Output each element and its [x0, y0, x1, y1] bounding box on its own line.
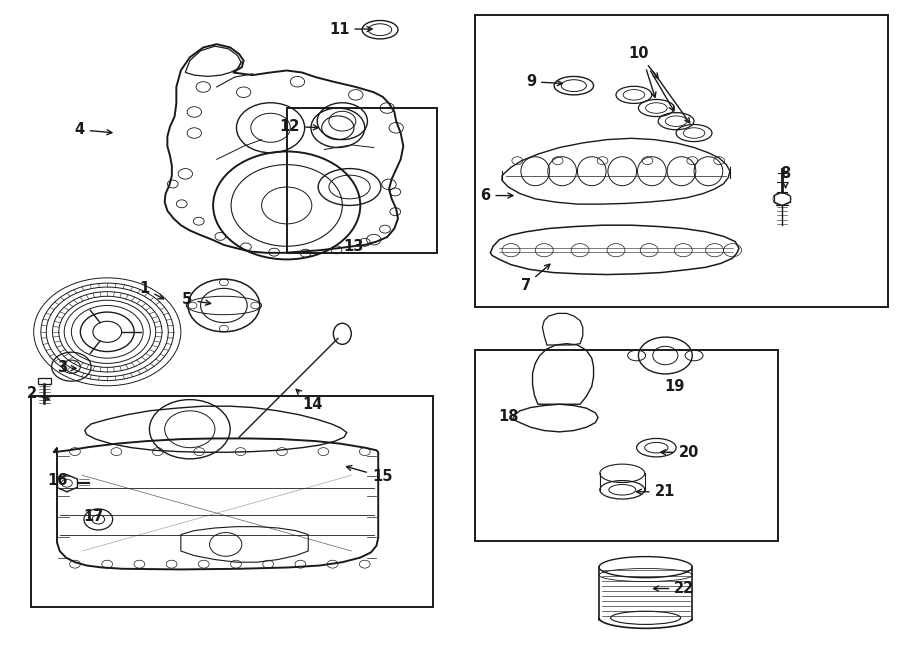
Text: 6: 6	[481, 188, 513, 203]
Bar	[475, 15, 887, 307]
Text: 8: 8	[780, 166, 791, 188]
Text: 15: 15	[346, 465, 392, 484]
Text: 9: 9	[526, 74, 562, 89]
Text: 14: 14	[296, 389, 322, 412]
Text: 7: 7	[520, 264, 550, 293]
Bar	[287, 108, 436, 253]
Text: 11: 11	[329, 22, 372, 36]
Text: 4: 4	[75, 122, 112, 137]
Text: 21: 21	[636, 485, 675, 499]
Text: 10: 10	[628, 46, 658, 78]
Text: 16: 16	[48, 473, 68, 488]
Text: 3: 3	[57, 360, 76, 375]
Text: 22: 22	[653, 581, 695, 596]
Text: 5: 5	[182, 292, 211, 307]
Text: 12: 12	[280, 119, 319, 134]
Text: 13: 13	[343, 239, 364, 254]
Text: 2: 2	[27, 387, 50, 401]
Text: 17: 17	[84, 508, 104, 524]
Bar	[31, 397, 433, 607]
Text: 18: 18	[498, 408, 518, 424]
Text: 19: 19	[664, 379, 685, 394]
Text: 20: 20	[661, 445, 699, 460]
Bar	[38, 378, 50, 385]
Bar	[475, 350, 778, 541]
Text: 1: 1	[140, 281, 164, 299]
